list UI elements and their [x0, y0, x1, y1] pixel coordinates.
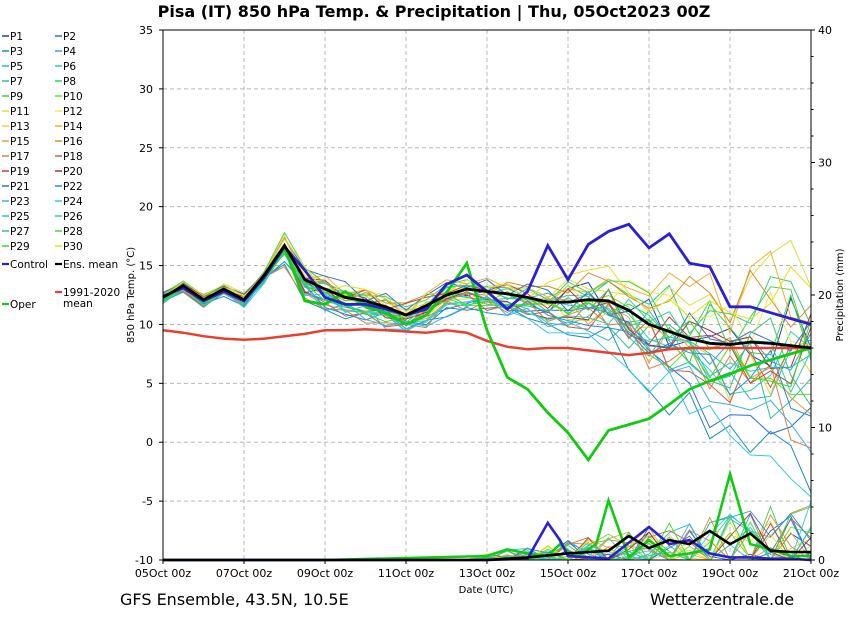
- legend-label: 1991-2020 mean: [63, 287, 120, 310]
- footer-source: Wetterzentrale.de: [650, 590, 794, 609]
- legend-label: Oper: [10, 299, 36, 311]
- x-tick-label: 11Oct 00z: [378, 567, 435, 580]
- y-right-tick-label: 30: [818, 157, 832, 170]
- legend-label: P13: [10, 121, 30, 133]
- legend-label: Ens. mean: [63, 259, 118, 271]
- footer-model-info: GFS Ensemble, 43.5N, 10.5E: [120, 590, 349, 609]
- y-right-tick-label: 0: [818, 554, 825, 567]
- legend-label: P23: [10, 196, 30, 208]
- member-line: [162, 236, 812, 335]
- x-tick-label: 07Oct 00z: [216, 567, 273, 580]
- ens-mean-temp-line: [162, 242, 812, 350]
- legend-label: P18: [63, 151, 83, 163]
- y-axis-right: 0 10 20 30 40: [811, 24, 832, 567]
- legend-label: P12: [63, 106, 83, 118]
- legend-label: P9: [10, 91, 23, 103]
- y-tick-label: 0: [146, 436, 153, 449]
- x-tick-label: 13Oct 00z: [459, 567, 516, 580]
- legend-label: P25: [10, 211, 30, 223]
- oper-precip-line: [163, 469, 811, 562]
- x-tick-label: 21Oct 00z: [783, 567, 840, 580]
- y-tick-label: 30: [139, 83, 153, 96]
- legend-label: P4: [63, 46, 76, 58]
- legend-label: P21: [10, 181, 30, 193]
- y-tick-label: -10: [135, 554, 153, 567]
- legend-label: P11: [10, 106, 30, 118]
- legend-label: P14: [63, 121, 83, 133]
- legend-label: P15: [10, 136, 30, 148]
- y-tick-label: -5: [142, 495, 153, 508]
- x-tick-label: 15Oct 00z: [540, 567, 597, 580]
- y-tick-label: 20: [139, 201, 153, 214]
- y-tick-label: 25: [139, 142, 153, 155]
- x-tick-label: 19Oct 00z: [702, 567, 759, 580]
- legend-label: Control: [10, 259, 48, 271]
- legend-label: P22: [63, 181, 83, 193]
- legend-label: P29: [10, 241, 30, 253]
- y-right-tick-label: 20: [818, 289, 832, 302]
- legend: P1 P2 P3 P4 P5 P6 P7 P8 P9 P10 P11 P12 P13 P14 P15 P16 P…: [2, 31, 120, 311]
- legend-label: P10: [63, 91, 83, 103]
- legend-label: P19: [10, 166, 30, 178]
- legend-label: P3: [10, 46, 23, 58]
- legend-label: P20: [63, 166, 83, 178]
- legend-label: P7: [10, 76, 23, 88]
- x-axis-label: Date (UTC): [459, 585, 514, 596]
- legend-label: P5: [10, 61, 23, 73]
- member-line: [162, 251, 812, 388]
- chart-title: Pisa (IT) 850 hPa Temp. & Precipitation …: [158, 2, 711, 22]
- legend-label: P28: [63, 226, 83, 238]
- x-tick-label: 17Oct 00z: [621, 567, 678, 580]
- legend-label: P24: [63, 196, 83, 208]
- y-axis-left: -10 -5 0 5 10 15 20 25 30 35: [135, 24, 163, 567]
- ens-mean-precip-line: [163, 529, 811, 562]
- legend-label: P1: [10, 31, 23, 43]
- y-right-tick-label: 40: [818, 24, 832, 37]
- legend-label: P17: [10, 151, 30, 163]
- member-line: [162, 238, 812, 320]
- special-series: [162, 222, 812, 562]
- climate-mean-line: [162, 327, 811, 357]
- y-tick-label: 5: [146, 377, 153, 390]
- legend-label: P6: [63, 61, 76, 73]
- x-tick-label: 09Oct 00z: [297, 567, 354, 580]
- legend-label: P30: [63, 241, 83, 253]
- x-tick-label: 05Oct 00z: [135, 567, 192, 580]
- legend-label: P26: [63, 211, 83, 223]
- y-tick-label: 35: [139, 24, 153, 37]
- y-axis-label-left: 850 hPa Temp. (°C): [126, 247, 137, 343]
- member-line: [162, 260, 812, 417]
- member-line: [162, 249, 812, 369]
- x-axis: 05Oct 00z 07Oct 00z 09Oct 00z 11Oct 00z 13Oc…: [135, 560, 840, 580]
- legend-label: P2: [63, 31, 76, 43]
- legend-label: P8: [63, 76, 76, 88]
- legend-label: P16: [63, 136, 83, 148]
- y-tick-label: 15: [139, 260, 153, 273]
- legend-label: P27: [10, 226, 30, 238]
- y-axis-label-right: Precipitation (mm): [835, 248, 846, 341]
- y-right-tick-label: 10: [818, 422, 832, 435]
- y-tick-label: 10: [139, 318, 153, 331]
